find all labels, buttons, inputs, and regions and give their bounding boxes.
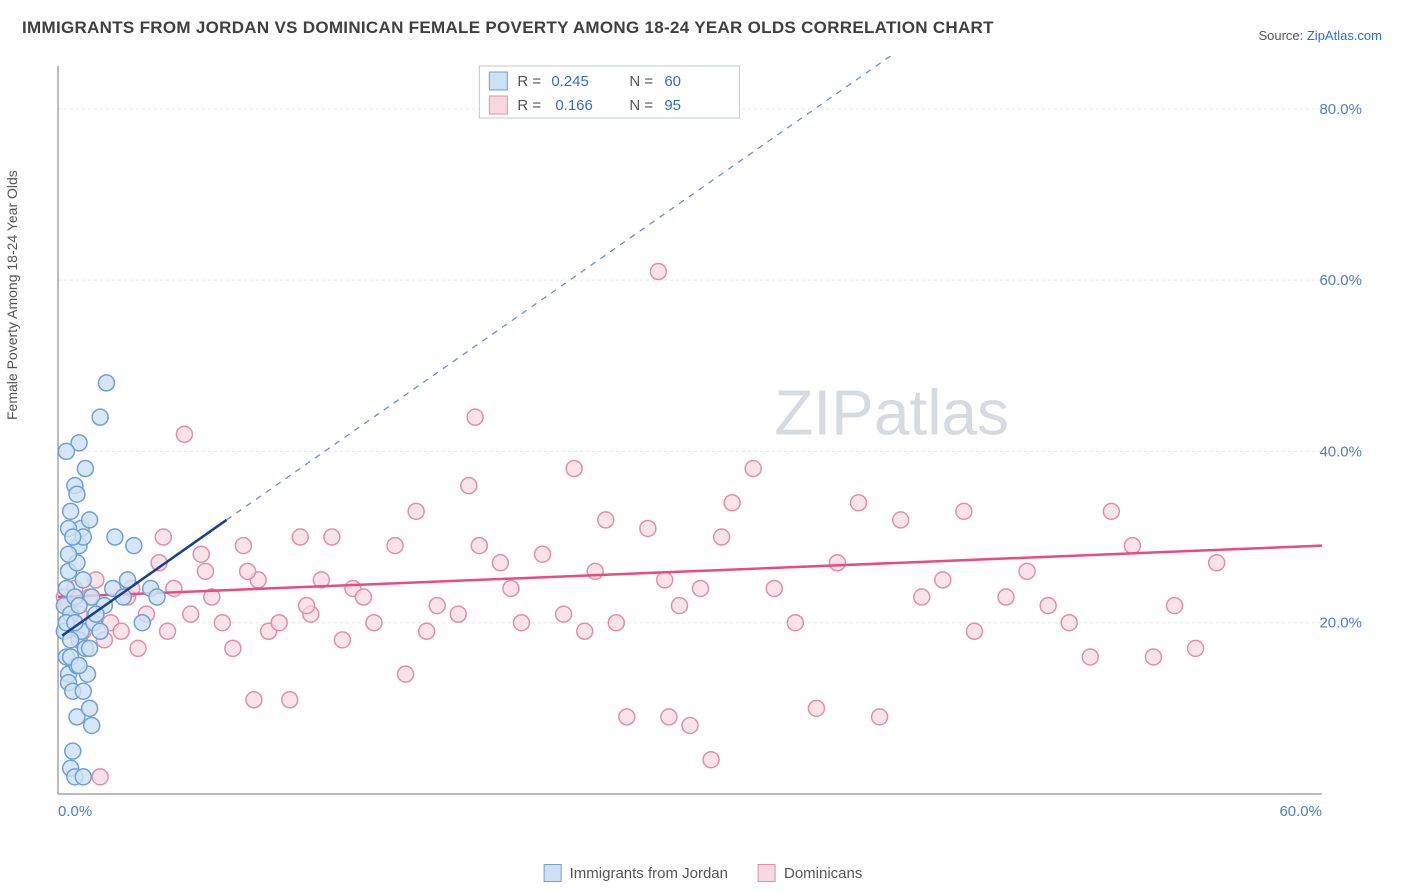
legend-item-dominican: Dominicans xyxy=(758,864,862,882)
svg-text:60.0%: 60.0% xyxy=(1319,272,1362,289)
source-label: Source: xyxy=(1258,28,1306,43)
svg-text:40.0%: 40.0% xyxy=(1319,443,1362,460)
svg-text:ZIPatlas: ZIPatlas xyxy=(774,376,1009,448)
svg-text:0.166: 0.166 xyxy=(555,97,593,114)
legend-item-jordan: Immigrants from Jordan xyxy=(544,864,728,882)
svg-text:20.0%: 20.0% xyxy=(1319,615,1362,632)
legend-swatch-jordan xyxy=(544,864,562,882)
svg-text:N =: N = xyxy=(629,97,653,114)
svg-text:80.0%: 80.0% xyxy=(1319,101,1362,118)
svg-text:0.245: 0.245 xyxy=(551,73,589,90)
y-axis-label: Female Poverty Among 18-24 Year Olds xyxy=(4,170,20,420)
svg-text:60: 60 xyxy=(664,73,681,90)
chart-title: IMMIGRANTS FROM JORDAN VS DOMINICAN FEMA… xyxy=(22,18,994,38)
legend-label-dominican: Dominicans xyxy=(784,865,862,882)
svg-text:0.0%: 0.0% xyxy=(58,803,92,820)
legend-swatch-dominican xyxy=(758,864,776,882)
source-link[interactable]: ZipAtlas.com xyxy=(1307,28,1382,43)
svg-text:60.0%: 60.0% xyxy=(1279,803,1322,820)
svg-text:R =: R = xyxy=(517,73,541,90)
scatter-plot-svg: 20.0% 40.0% 60.0% 80.0% 0.0% 60.0% R = 0.245 N =… xyxy=(52,56,1382,824)
chart-plot-area: 20.0% 40.0% 60.0% 80.0% 0.0% 60.0% R = 0.245 N =… xyxy=(52,56,1382,824)
legend-bottom: Immigrants from Jordan Dominicans xyxy=(544,864,863,882)
svg-text:R =: R = xyxy=(517,97,541,114)
svg-text:95: 95 xyxy=(664,97,681,114)
source-attribution: Source: ZipAtlas.com xyxy=(1258,28,1382,43)
legend-label-jordan: Immigrants from Jordan xyxy=(570,865,728,882)
svg-text:N =: N = xyxy=(629,73,653,90)
